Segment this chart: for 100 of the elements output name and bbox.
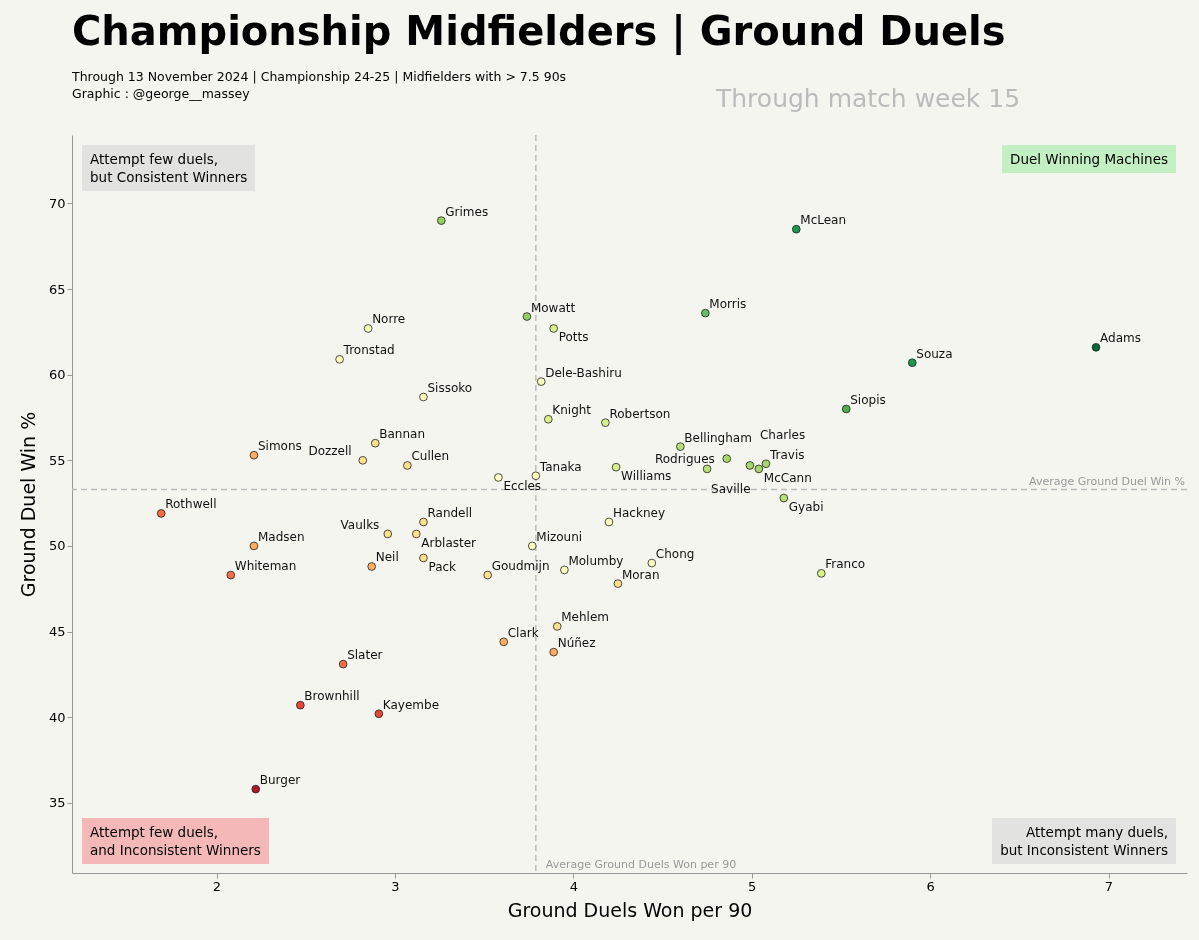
point [907, 358, 917, 367]
y-tick-label: 40 [48, 709, 66, 725]
point [371, 438, 380, 448]
annotation: Núñez [557, 636, 596, 651]
annotation: McCann [763, 470, 812, 485]
point [367, 562, 376, 571]
annotation: Randell [427, 505, 473, 520]
annotation: Cullen [411, 449, 450, 464]
annotation: Arblaster [421, 535, 477, 550]
annotation: Neil [375, 550, 399, 565]
annotation: Gyabi [788, 500, 824, 515]
annotation: Norre [372, 312, 406, 327]
annotation: Tronstad [342, 343, 395, 358]
point [536, 377, 546, 386]
ref-line-label: Average Ground Duels Won per 90 [545, 858, 737, 871]
point [522, 312, 532, 321]
annotation: Pack [428, 559, 457, 574]
point [676, 442, 685, 451]
y-tick-label: 35 [48, 795, 66, 811]
point [374, 709, 384, 719]
text: Through match week 15 [716, 84, 1021, 113]
point [647, 558, 657, 568]
y-tick-label: 50 [48, 538, 66, 554]
y-tick-label: 45 [48, 624, 66, 640]
point [249, 541, 259, 551]
annotation: Grimes [445, 204, 489, 219]
point [419, 517, 428, 527]
point [483, 570, 492, 580]
annotation: Bannan [379, 427, 426, 442]
point [437, 216, 446, 225]
point [226, 570, 236, 580]
annotation: Dele-Bashiru [545, 365, 622, 380]
annotation: Franco [825, 557, 866, 572]
point [494, 473, 503, 482]
point [601, 418, 610, 427]
point [383, 529, 393, 539]
annotation: Dozzell [308, 444, 352, 459]
annotation: Molumby [568, 553, 624, 568]
x-tick-label: 7 [1104, 878, 1114, 894]
annotation: Attempt many duels, but Inconsistent Winners [992, 818, 1176, 864]
point [363, 324, 373, 333]
x-tick-label: 5 [748, 878, 757, 894]
point [499, 637, 508, 647]
point [335, 355, 344, 364]
annotation: Duel Winning Machines [1002, 145, 1176, 173]
y-tick-label: 65 [48, 281, 66, 297]
point [779, 493, 789, 503]
annotation: Mizouni [536, 529, 583, 544]
x-axis-title: Ground Duels Won per 90 [507, 898, 753, 921]
point [338, 659, 348, 669]
annotation: Attempt few duels, and Inconsistent Winners [82, 818, 269, 864]
annotation: Travis [768, 447, 805, 462]
annotation: Slater [347, 648, 383, 663]
annotation: Whiteman [234, 559, 297, 574]
annotation: Adams [1100, 331, 1141, 346]
point [412, 529, 421, 539]
annotation: Knight [552, 403, 592, 418]
annotation: Clark [507, 625, 539, 640]
point [419, 392, 428, 402]
point [552, 622, 562, 631]
annotation: Morris [709, 297, 747, 312]
point [613, 579, 623, 588]
y-axis-title: Ground Duel Win % [16, 411, 39, 598]
annotation: Simons [257, 439, 302, 454]
chart-subtitle: Through 13 November 2024 | Championship 24-25 | Midfielders with > 7.5 90s Graphic : @george__massey [72, 68, 567, 102]
annotation: Bellingham [684, 430, 752, 445]
annotation: Mowatt [530, 300, 576, 315]
point [841, 404, 851, 414]
point [296, 700, 305, 710]
point [549, 324, 558, 333]
annotation: Tanaka [538, 459, 582, 474]
annotation: Williams [621, 469, 672, 484]
x-tick-label: 2 [212, 878, 222, 894]
chart-title: Championship Midfielders | Ground Duels [72, 8, 1006, 54]
point [156, 509, 166, 518]
annotation: McLean [800, 213, 847, 228]
point [251, 784, 261, 794]
annotation: Rodrigues [654, 451, 715, 466]
annotation: Madsen [257, 529, 305, 544]
annotation: Robertson [609, 406, 671, 421]
point [611, 462, 621, 472]
annotation: Charles [759, 428, 806, 443]
point [560, 565, 569, 575]
annotation: Sissoko [427, 380, 473, 395]
point [761, 459, 771, 469]
point [745, 461, 755, 470]
point [544, 414, 553, 424]
point [358, 456, 368, 465]
annotation: Goudmijn [491, 559, 550, 574]
annotation: Brownhill [304, 689, 360, 704]
y-tick-label: 60 [48, 367, 66, 383]
point [792, 224, 801, 234]
point [403, 461, 412, 470]
y-tick-label: 70 [48, 195, 66, 211]
x-tick-label: 4 [569, 878, 578, 894]
annotation: Rothwell [165, 497, 217, 512]
annotation: Chong [655, 547, 695, 562]
annotation: Saville [711, 481, 751, 496]
annotation: Vaulks [340, 517, 380, 532]
annotation: Hackney [612, 505, 665, 520]
